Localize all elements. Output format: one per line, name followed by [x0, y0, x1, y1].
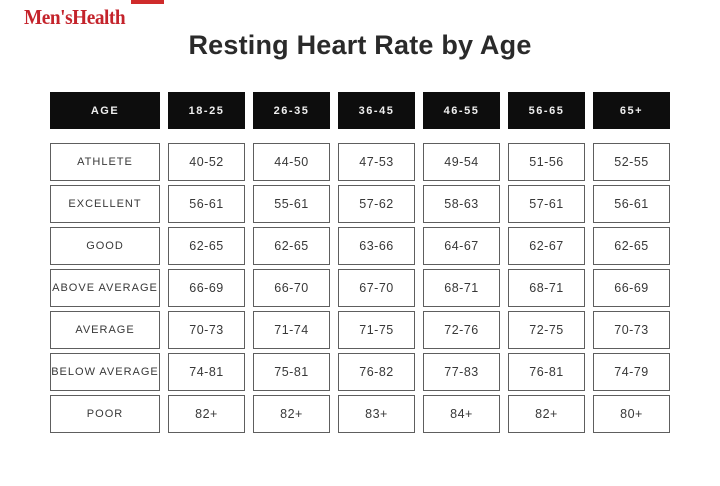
value-cell-excellent-18-25: 56-61 [168, 185, 245, 223]
table-header-row: AGE 18-25 26-35 36-45 46-55 56-65 65+ [50, 92, 670, 129]
row-label-athlete: ATHLETE [50, 143, 160, 181]
value-cell-poor-26-35: 82+ [253, 395, 330, 433]
value-cell-excellent-65: 56-61 [593, 185, 670, 223]
value-cell-below-average-56-65: 76-81 [508, 353, 585, 391]
row-label-below-average: BELOW AVERAGE [50, 353, 160, 391]
value-cell-average-26-35: 71-74 [253, 311, 330, 349]
header-cell-56-65: 56-65 [508, 92, 585, 129]
value-cell-above-average-56-65: 68-71 [508, 269, 585, 307]
table-body: ATHLETE 40-52 44-50 47-53 49-54 51-56 52-55 EXC… [50, 143, 670, 433]
value-cell-above-average-18-25: 66-69 [168, 269, 245, 307]
value-cell-average-36-45: 71-75 [338, 311, 415, 349]
value-cell-good-18-25: 62-65 [168, 227, 245, 265]
value-cell-athlete-26-35: 44-50 [253, 143, 330, 181]
value-cell-poor-36-45: 83+ [338, 395, 415, 433]
value-cell-poor-18-25: 82+ [168, 395, 245, 433]
value-cell-below-average-26-35: 75-81 [253, 353, 330, 391]
value-cell-athlete-65: 52-55 [593, 143, 670, 181]
row-label-good: GOOD [50, 227, 160, 265]
row-label-above-average: ABOVE AVERAGE [50, 269, 160, 307]
value-cell-above-average-46-55: 68-71 [423, 269, 500, 307]
value-cell-average-65: 70-73 [593, 311, 670, 349]
value-cell-poor-65: 80+ [593, 395, 670, 433]
value-cell-good-56-65: 62-67 [508, 227, 585, 265]
value-cell-good-26-35: 62-65 [253, 227, 330, 265]
value-cell-below-average-65: 74-79 [593, 353, 670, 391]
header-cell-age: AGE [50, 92, 160, 129]
value-cell-above-average-26-35: 66-70 [253, 269, 330, 307]
value-cell-below-average-18-25: 74-81 [168, 353, 245, 391]
value-cell-athlete-18-25: 40-52 [168, 143, 245, 181]
header-cell-65: 65+ [593, 92, 670, 129]
value-cell-below-average-46-55: 77-83 [423, 353, 500, 391]
value-cell-excellent-56-65: 57-61 [508, 185, 585, 223]
header-cell-36-45: 36-45 [338, 92, 415, 129]
value-cell-poor-46-55: 84+ [423, 395, 500, 433]
header-cell-18-25: 18-25 [168, 92, 245, 129]
value-cell-excellent-46-55: 58-63 [423, 185, 500, 223]
value-cell-below-average-36-45: 76-82 [338, 353, 415, 391]
row-label-excellent: EXCELLENT [50, 185, 160, 223]
value-cell-athlete-56-65: 51-56 [508, 143, 585, 181]
value-cell-good-36-45: 63-66 [338, 227, 415, 265]
row-label-poor: POOR [50, 395, 160, 433]
value-cell-excellent-26-35: 55-61 [253, 185, 330, 223]
value-cell-athlete-46-55: 49-54 [423, 143, 500, 181]
value-cell-good-65: 62-65 [593, 227, 670, 265]
value-cell-average-18-25: 70-73 [168, 311, 245, 349]
heart-rate-table: AGE 18-25 26-35 36-45 46-55 56-65 65+ ATHLETE 4… [50, 92, 670, 433]
value-cell-athlete-36-45: 47-53 [338, 143, 415, 181]
header-cell-26-35: 26-35 [253, 92, 330, 129]
value-cell-poor-56-65: 82+ [508, 395, 585, 433]
value-cell-excellent-36-45: 57-62 [338, 185, 415, 223]
value-cell-above-average-36-45: 67-70 [338, 269, 415, 307]
value-cell-above-average-65: 66-69 [593, 269, 670, 307]
value-cell-good-46-55: 64-67 [423, 227, 500, 265]
row-label-average: AVERAGE [50, 311, 160, 349]
brand-logo: Men'sHealth [24, 5, 126, 29]
red-logo-fragment [131, 0, 164, 4]
value-cell-average-56-65: 72-75 [508, 311, 585, 349]
page-title: Resting Heart Rate by Age [188, 30, 532, 60]
value-cell-average-46-55: 72-76 [423, 311, 500, 349]
header-cell-46-55: 46-55 [423, 92, 500, 129]
